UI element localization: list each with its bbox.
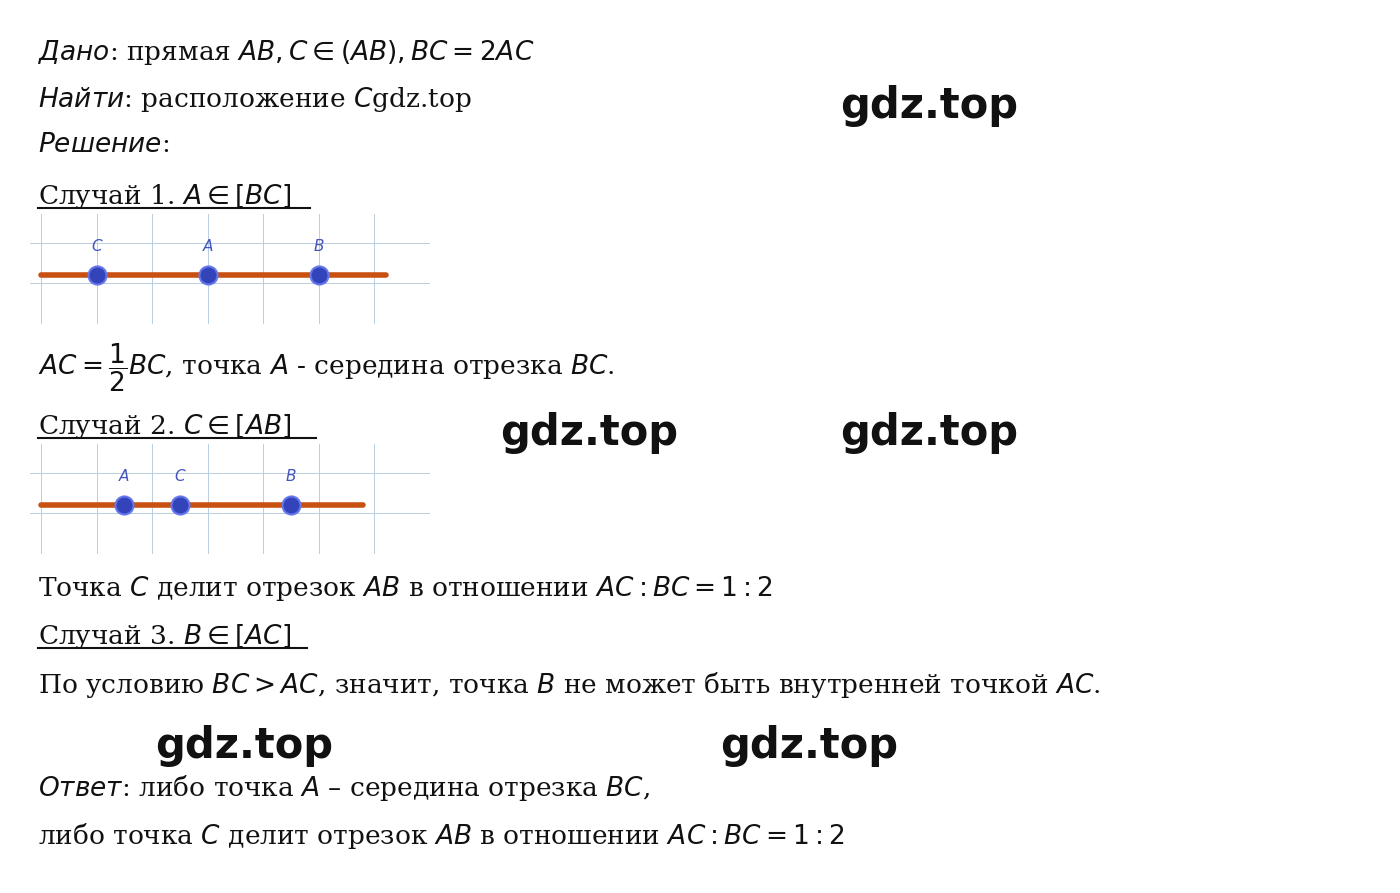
Text: gdz.top: gdz.top — [840, 85, 1018, 127]
Text: Точка $C$ делит отрезок $AB$ в отношении $AC{:}BC = 1{:}2$: Точка $C$ делит отрезок $AB$ в отношении… — [38, 574, 773, 603]
Text: C: C — [91, 239, 102, 255]
Text: $\it{Найти}$: расположение $C$gdz.top: $\it{Найти}$: расположение $C$gdz.top — [38, 85, 472, 114]
Text: gdz.top: gdz.top — [155, 725, 333, 767]
Text: $\it{Дано}$: прямая $AB, C \in (AB), BC = 2AC$: $\it{Дано}$: прямая $AB, C \in (AB), BC … — [38, 38, 535, 67]
Text: Случай 2. $C \in [AB]$: Случай 2. $C \in [AB]$ — [38, 412, 291, 441]
Text: C: C — [175, 469, 185, 484]
Text: gdz.top: gdz.top — [840, 412, 1018, 454]
Text: A: A — [203, 239, 213, 255]
Text: Случай 1. $A \in [BC]$: Случай 1. $A \in [BC]$ — [38, 182, 291, 211]
Text: B: B — [314, 239, 325, 255]
Text: $\it{Решение}$:: $\it{Решение}$: — [38, 132, 169, 157]
Text: gdz.top: gdz.top — [500, 412, 678, 454]
Text: По условию $BC > AC$, значит, точка $B$ не может быть внутренней точкой $AC$.: По условию $BC > AC$, значит, точка $B$ … — [38, 670, 1100, 700]
Text: A: A — [119, 469, 130, 484]
Text: либо точка $C$ делит отрезок $AB$ в отношении $AC{:}BC = 1{:}2$: либо точка $C$ делит отрезок $AB$ в отно… — [38, 821, 844, 851]
Text: $\it{Ответ}$: либо точка $A$ – середина отрезка $BC$,: $\it{Ответ}$: либо точка $A$ – середина … — [38, 773, 650, 803]
Text: B: B — [286, 469, 297, 484]
Text: gdz.top: gdz.top — [720, 725, 899, 767]
Text: $AC = \dfrac{1}{2}BC$, точка $A$ - середина отрезка $BC$.: $AC = \dfrac{1}{2}BC$, точка $A$ - серед… — [38, 342, 615, 394]
Text: Случай 3. $B \in [AC]$: Случай 3. $B \in [AC]$ — [38, 622, 291, 651]
